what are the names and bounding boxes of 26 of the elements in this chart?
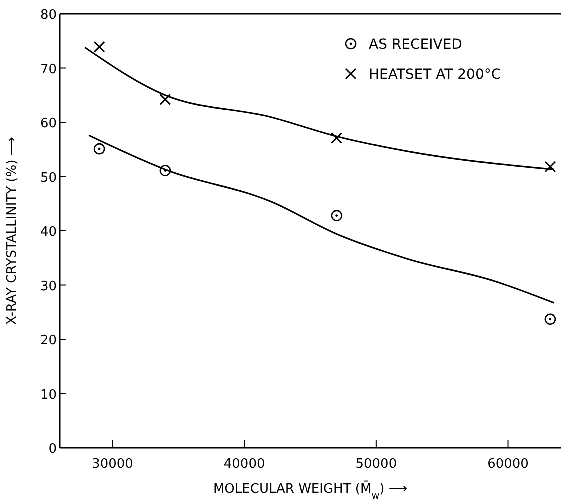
x-tick-label: 30000 — [92, 457, 134, 472]
y-axis-title: X-RAY CRYSTALLINITY (%) ⟶ — [5, 137, 20, 325]
point — [331, 210, 343, 222]
point — [94, 41, 106, 53]
x-tick-label: 50000 — [356, 457, 398, 472]
y-tick-label: 40 — [40, 225, 57, 240]
point — [94, 143, 106, 155]
legend-label: HEATSET AT 200°C — [369, 67, 502, 83]
y-tick-label: 30 — [40, 279, 57, 294]
x-axis-title: MOLECULAR WEIGHT (M̄$_{w}$) ⟶ — [213, 480, 408, 502]
point — [160, 165, 172, 176]
point — [160, 94, 172, 106]
y-tick-label: 0 — [48, 442, 57, 457]
legend-label: AS RECEIVED — [369, 37, 462, 53]
y-tick-label: 20 — [40, 334, 57, 348]
line-series — [88, 134, 556, 304]
point — [544, 161, 556, 173]
x-tick-label: 60000 — [488, 457, 529, 472]
y-tick-label: 60 — [40, 116, 57, 132]
y-tick-label: 50 — [40, 170, 57, 186]
y-tick-label: 10 — [40, 388, 57, 403]
point — [544, 314, 556, 326]
y-tick-label: 80 — [40, 8, 57, 23]
x-tick-label: 40000 — [224, 457, 266, 472]
y-tick-label: 70 — [40, 62, 57, 78]
point — [331, 132, 343, 144]
